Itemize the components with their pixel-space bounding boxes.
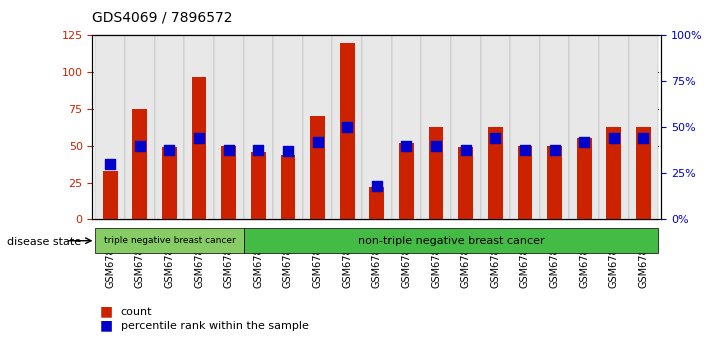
FancyBboxPatch shape <box>273 35 303 220</box>
FancyBboxPatch shape <box>303 35 332 220</box>
Point <box>430 143 442 149</box>
Point <box>134 143 146 149</box>
Bar <box>429 127 444 219</box>
Bar <box>103 171 117 219</box>
Bar <box>162 147 177 219</box>
FancyBboxPatch shape <box>154 35 184 220</box>
Bar <box>606 127 621 219</box>
Bar <box>251 152 266 219</box>
Point <box>460 147 471 152</box>
Point <box>312 139 324 145</box>
Bar <box>636 127 651 219</box>
Point <box>608 136 619 141</box>
Bar <box>192 76 206 219</box>
Point <box>164 147 175 152</box>
FancyBboxPatch shape <box>421 35 451 220</box>
Bar <box>310 116 325 219</box>
Bar <box>340 43 355 219</box>
Point <box>282 149 294 154</box>
Point <box>105 161 116 167</box>
Point <box>579 139 590 145</box>
Text: ■: ■ <box>100 319 112 333</box>
Text: non-triple negative breast cancer: non-triple negative breast cancer <box>358 236 544 246</box>
Point <box>401 143 412 149</box>
FancyBboxPatch shape <box>125 35 154 220</box>
Point <box>549 147 560 152</box>
Point <box>638 136 649 141</box>
FancyBboxPatch shape <box>214 35 243 220</box>
Text: count: count <box>121 307 152 316</box>
Bar <box>577 138 592 219</box>
Text: GDS4069 / 7896572: GDS4069 / 7896572 <box>92 11 233 25</box>
FancyBboxPatch shape <box>95 228 243 253</box>
Point <box>341 125 353 130</box>
Point <box>519 147 530 152</box>
FancyBboxPatch shape <box>243 228 658 253</box>
FancyBboxPatch shape <box>95 35 125 220</box>
Bar <box>281 155 295 219</box>
FancyBboxPatch shape <box>510 35 540 220</box>
Point <box>490 136 501 141</box>
Bar <box>399 143 414 219</box>
Text: triple negative breast cancer: triple negative breast cancer <box>104 236 235 245</box>
FancyBboxPatch shape <box>451 35 481 220</box>
Point <box>252 147 264 152</box>
Point <box>193 136 205 141</box>
Text: ■: ■ <box>100 304 112 319</box>
FancyBboxPatch shape <box>570 35 599 220</box>
Bar <box>132 109 147 219</box>
FancyBboxPatch shape <box>599 35 629 220</box>
FancyBboxPatch shape <box>184 35 214 220</box>
Text: percentile rank within the sample: percentile rank within the sample <box>121 321 309 331</box>
FancyBboxPatch shape <box>392 35 421 220</box>
Bar <box>488 127 503 219</box>
FancyBboxPatch shape <box>629 35 658 220</box>
FancyBboxPatch shape <box>540 35 570 220</box>
Bar <box>459 147 473 219</box>
Bar <box>518 146 533 219</box>
FancyBboxPatch shape <box>332 35 362 220</box>
Bar <box>221 146 236 219</box>
FancyBboxPatch shape <box>362 35 392 220</box>
Point <box>371 183 383 189</box>
Text: disease state: disease state <box>7 238 81 247</box>
FancyBboxPatch shape <box>481 35 510 220</box>
Bar <box>370 187 384 219</box>
FancyBboxPatch shape <box>243 35 273 220</box>
Point <box>223 147 235 152</box>
Bar <box>547 146 562 219</box>
